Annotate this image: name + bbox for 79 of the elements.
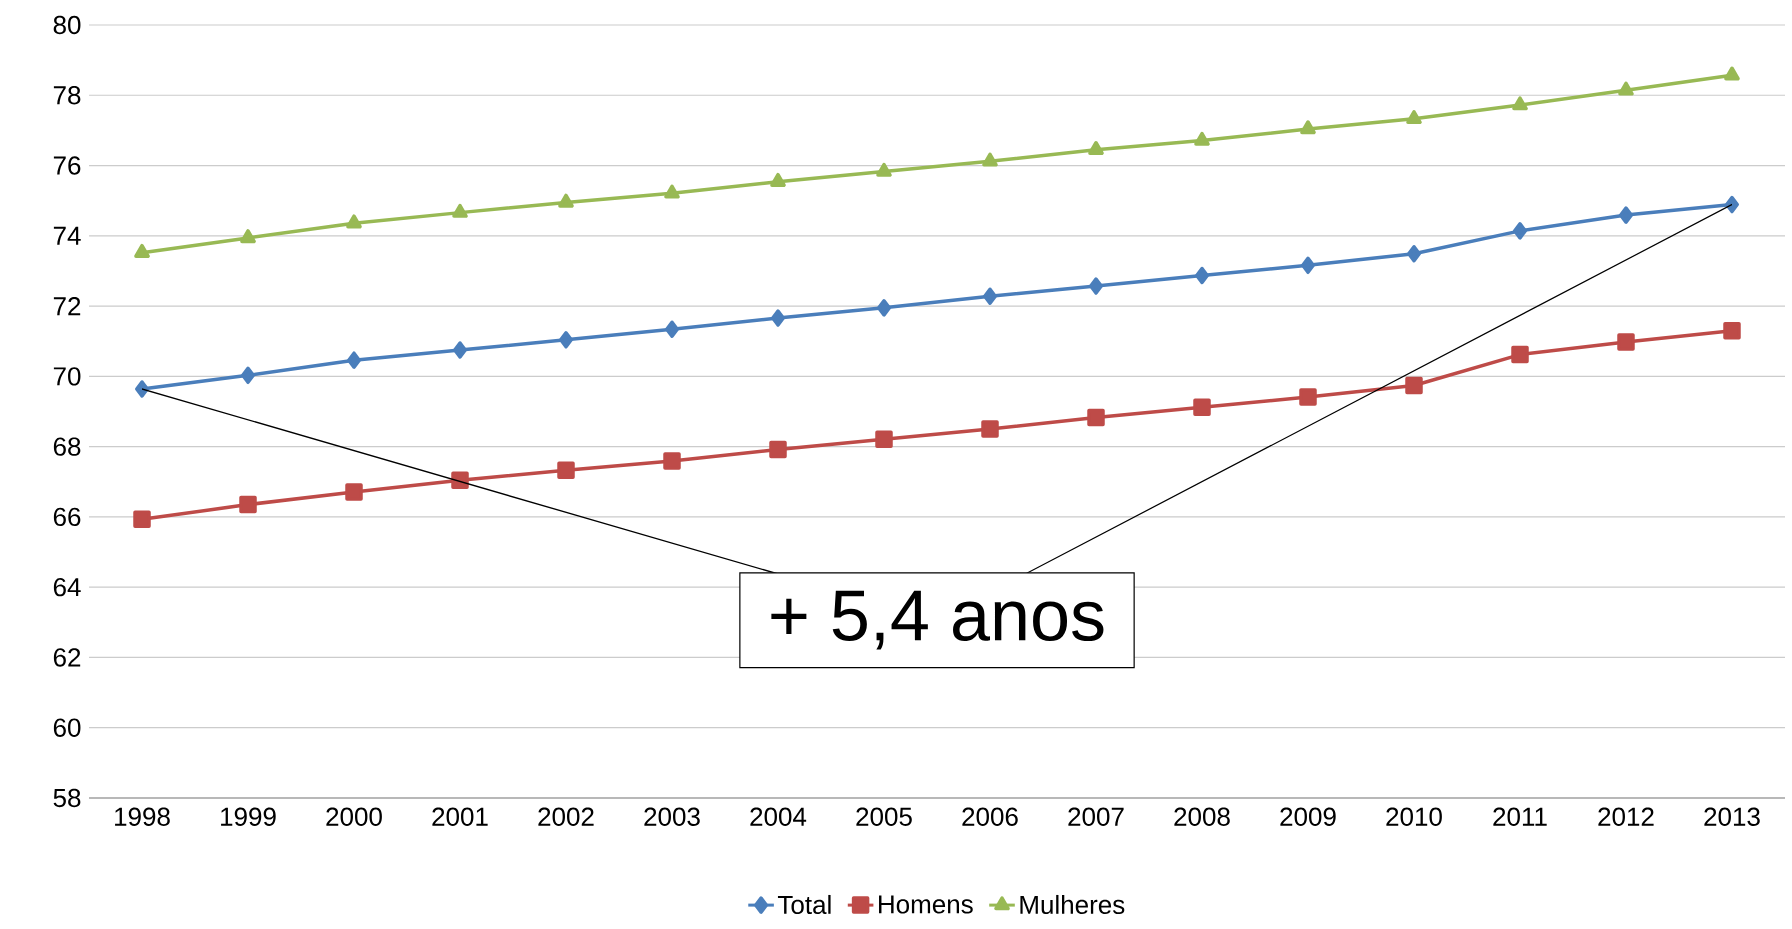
point (1723, 321, 1741, 340)
point (982, 152, 998, 167)
x-tick-label: 2004 (750, 807, 807, 826)
point (981, 420, 999, 438)
x-tick-label: 2007 (1068, 807, 1124, 826)
legend-label: Total (777, 894, 831, 915)
point (1087, 408, 1105, 427)
point (1619, 206, 1633, 224)
x-tick-label: 2002 (538, 807, 594, 826)
y-tick-label: 78 (53, 86, 81, 105)
y-tick-label: 62 (53, 648, 81, 667)
point (1725, 195, 1739, 214)
point (347, 351, 362, 369)
point (1195, 266, 1210, 285)
point (558, 193, 574, 208)
point (1193, 398, 1211, 417)
point (1301, 256, 1315, 275)
x-tick-label: 2003 (644, 807, 700, 826)
point (345, 483, 363, 501)
x-tick-label: 2013 (1704, 807, 1760, 826)
point (1617, 333, 1635, 351)
point (133, 510, 151, 529)
y-tick-label: 66 (53, 507, 81, 527)
y-tick-label: 68 (53, 437, 81, 456)
point (452, 203, 468, 218)
point (451, 471, 469, 490)
point (877, 299, 892, 317)
point (1513, 222, 1527, 240)
point (1194, 131, 1210, 146)
x-tick-label: 2010 (1386, 807, 1442, 826)
x-tick-label: 2005 (856, 807, 912, 826)
point (346, 214, 362, 229)
y-tick-label: 72 (53, 297, 81, 316)
point (557, 461, 575, 479)
x-tick-label: 1998 (115, 807, 170, 826)
point (559, 331, 574, 349)
point (770, 172, 786, 187)
x-tick-label: 2012 (1598, 807, 1654, 826)
point (1407, 244, 1421, 263)
legend-label: Mulheres (1020, 894, 1125, 915)
x-tick-label: 2009 (1280, 807, 1336, 826)
y-tick-label: 60 (53, 718, 81, 737)
y-tick-label: 64 (53, 577, 81, 597)
point (241, 366, 256, 385)
x-tick-label: 2001 (432, 807, 488, 826)
point (1088, 140, 1104, 155)
y-tick-label: 80 (53, 15, 81, 35)
point (239, 495, 257, 514)
point (875, 430, 893, 448)
annotation: + 5,4 anos (771, 590, 1104, 650)
point (663, 452, 681, 470)
point (771, 309, 786, 327)
point (1406, 110, 1422, 125)
point (983, 287, 998, 305)
point (1089, 277, 1104, 295)
y-tick-label: 76 (53, 156, 81, 175)
point (1405, 376, 1423, 395)
x-tick-label: 1999 (221, 807, 276, 826)
legend-label: Homens (879, 895, 973, 914)
y-tick-label: 74 (53, 226, 81, 245)
point (453, 341, 468, 359)
x-tick-label: 2000 (326, 807, 382, 826)
point (665, 320, 680, 339)
y-tick-label: 70 (53, 367, 81, 386)
point (1511, 345, 1529, 364)
point (769, 440, 787, 459)
x-tick-label: 2006 (962, 807, 1018, 826)
point (876, 162, 892, 177)
point (1512, 96, 1528, 111)
y-tick-label: 58 (53, 788, 81, 808)
point (1618, 81, 1634, 96)
point (1300, 120, 1316, 135)
point (1299, 388, 1317, 406)
point (664, 184, 680, 199)
point (240, 229, 256, 244)
x-tick-label: 2008 (1174, 807, 1230, 826)
point (1724, 66, 1740, 81)
point (134, 243, 150, 258)
x-tick-label: 2011 (1493, 807, 1547, 826)
